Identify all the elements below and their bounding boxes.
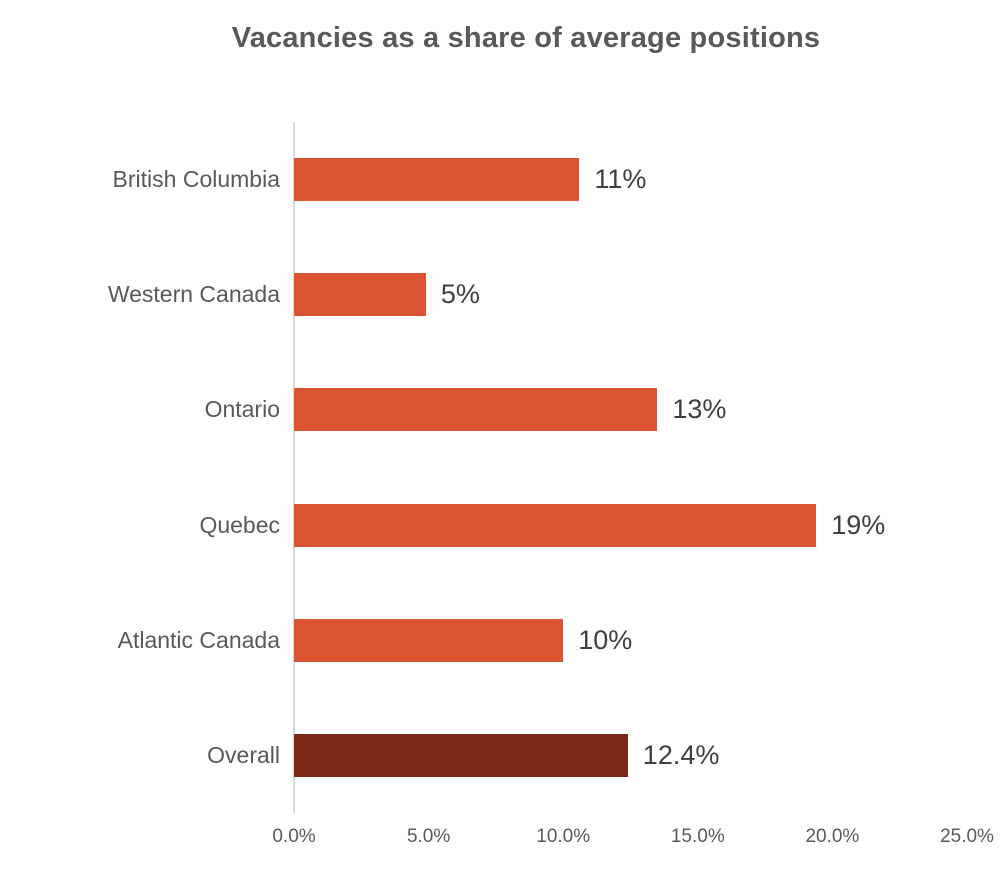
category-label: Atlantic Canada: [117, 626, 280, 653]
chart-title: Vacancies as a share of average position…: [231, 22, 821, 54]
bar: [294, 388, 658, 432]
x-tick-label: 15.0%: [670, 826, 725, 847]
x-tick-label: 25.0%: [940, 826, 994, 847]
bar-row: Western Canada 5%: [0, 237, 1000, 352]
y-axis-line: [293, 122, 295, 813]
category-label: Ontario: [204, 396, 280, 423]
x-tick-label: 10.0%: [536, 826, 591, 847]
bar-row: Quebec 19%: [0, 468, 1000, 583]
bar-zone: 5%: [294, 237, 1000, 352]
value-label: 12.4%: [642, 739, 720, 770]
bar-zone: 19%: [294, 468, 1000, 583]
bar-zone: 10%: [294, 583, 1000, 698]
bar-row: British Columbia 11%: [0, 122, 1000, 237]
value-label: 19%: [831, 509, 886, 540]
bar: [294, 158, 580, 202]
category-label: Western Canada: [107, 281, 280, 308]
bar-row: Overall 12.4%: [0, 698, 1000, 813]
x-tick-label: 5.0%: [406, 826, 451, 847]
bar: [294, 618, 564, 662]
value-label: 13%: [672, 394, 727, 425]
value-label: 5%: [440, 279, 480, 310]
bar: [294, 733, 628, 777]
category-label: British Columbia: [112, 166, 280, 193]
x-tick-label: 20.0%: [805, 826, 860, 847]
value-label: 11%: [594, 164, 647, 195]
bar-zone: 12.4%: [294, 698, 1000, 813]
bar-row: Atlantic Canada 10%: [0, 583, 1000, 698]
bar-zone: 13%: [294, 352, 1000, 467]
x-tick-label: 0.0%: [272, 826, 316, 847]
plot-area: British Columbia 11% Western Canada 5% Ontar…: [0, 122, 1000, 813]
value-label: 10%: [578, 624, 633, 655]
category-label: Quebec: [199, 511, 280, 538]
bar: [294, 503, 817, 547]
category-label: Overall: [207, 741, 280, 768]
bar-zone: 11%: [294, 122, 1000, 237]
bar: [294, 273, 426, 317]
bar-row: Ontario 13%: [0, 352, 1000, 467]
